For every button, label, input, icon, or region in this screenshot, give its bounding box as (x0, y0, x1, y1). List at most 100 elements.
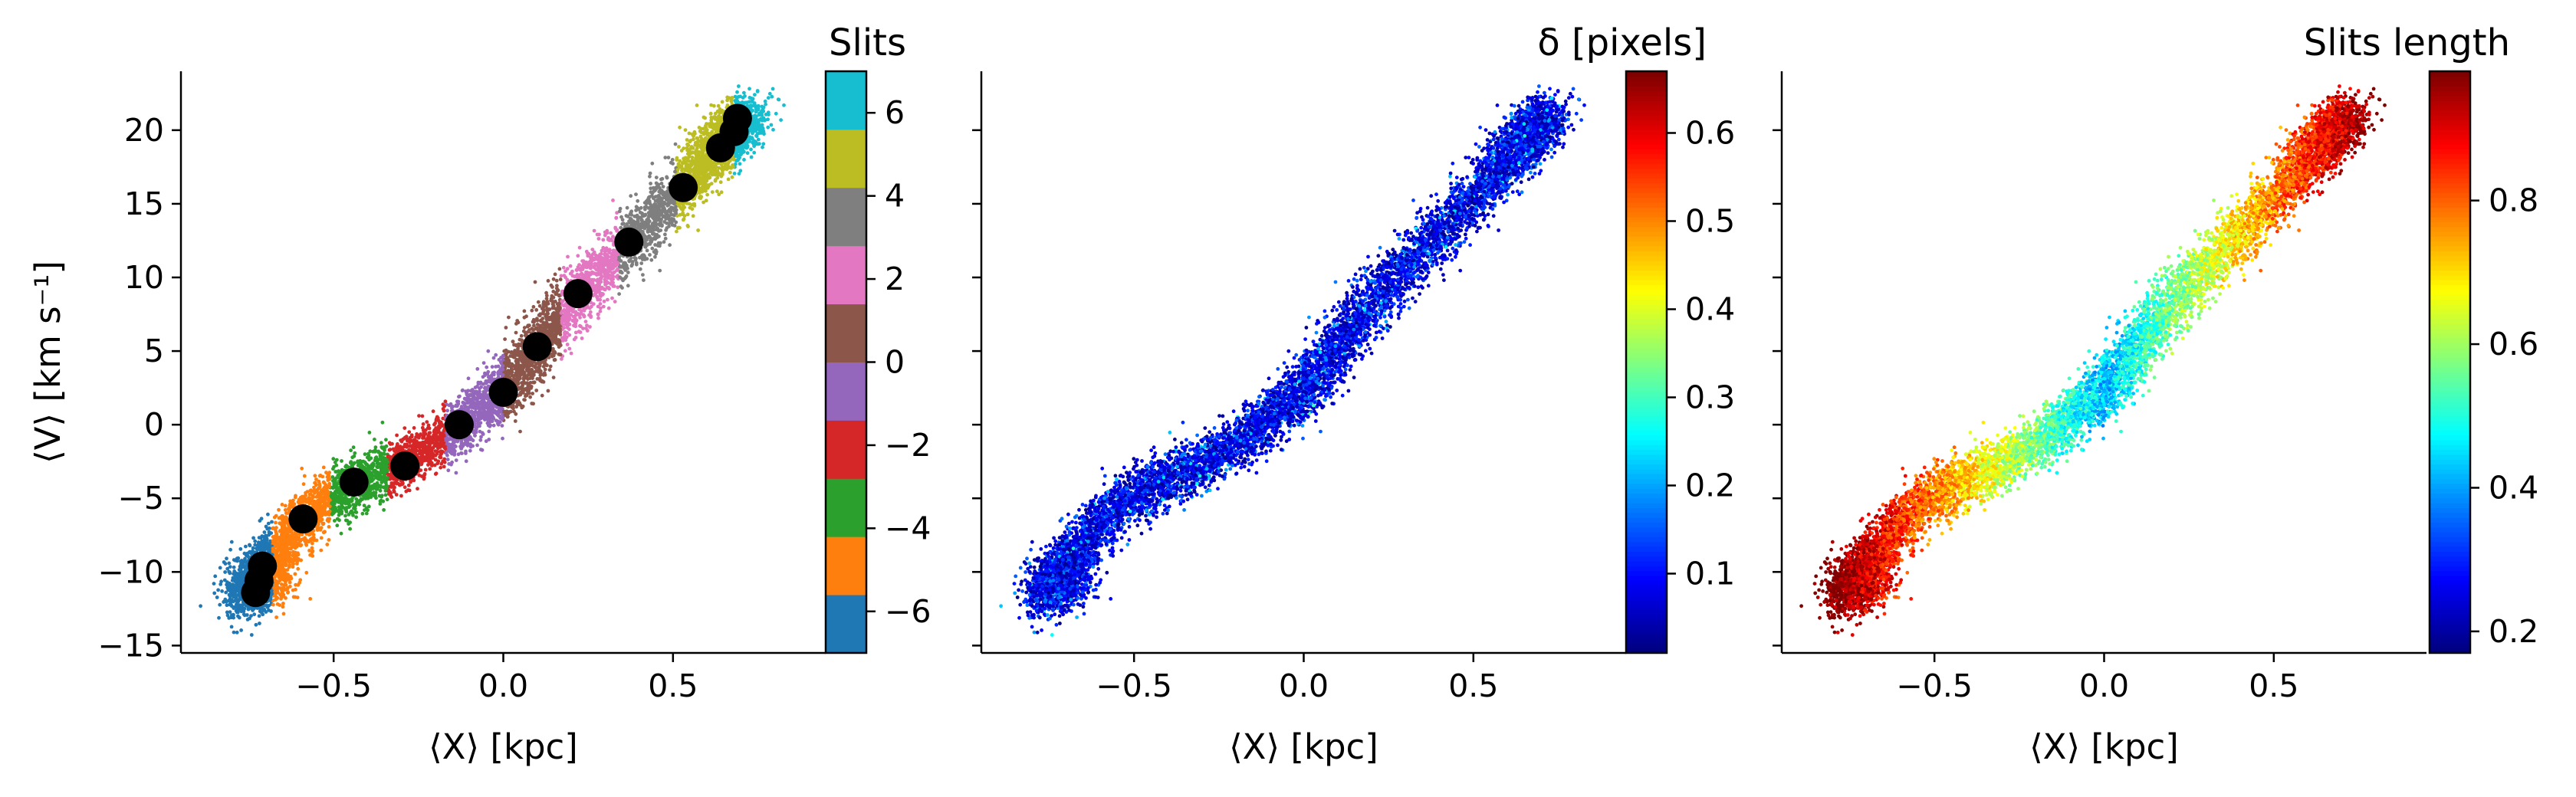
scatter-point (330, 475, 334, 479)
scatter-point (620, 286, 624, 290)
scatter-point (310, 554, 314, 558)
scatter-point (753, 93, 757, 97)
scatter-point (425, 420, 429, 424)
scatter-point (219, 566, 222, 570)
scatter-point (478, 438, 482, 442)
scatter-point (255, 623, 258, 627)
scatter-point (382, 508, 386, 512)
scatter-point (322, 466, 326, 470)
scatter-point (467, 376, 471, 380)
scatter-point (266, 513, 270, 517)
scatter-point (520, 334, 524, 338)
scatter-point (350, 455, 354, 459)
scatter-point (655, 250, 659, 254)
scatter-point (252, 612, 256, 616)
scatter-point (340, 459, 343, 463)
scatter-point (664, 237, 668, 241)
scatter-point (494, 365, 498, 369)
scatter-point (475, 444, 479, 448)
scatter-point (352, 445, 356, 449)
scatter-point (721, 100, 724, 104)
scatter-point (742, 158, 746, 162)
scatter-point (566, 343, 570, 346)
scatter-point (372, 490, 376, 494)
scatter-point (445, 408, 449, 412)
scatter-point (761, 146, 764, 149)
scatter-point (649, 182, 652, 185)
scatter-point (630, 263, 634, 267)
scatter-point (299, 559, 303, 562)
scatter-point (534, 389, 538, 392)
scatter-point (320, 536, 324, 540)
scatter-point (395, 493, 399, 497)
scatter-point (613, 284, 616, 288)
scatter-point (281, 602, 285, 605)
scatter-point (634, 192, 638, 196)
scatter-point (416, 487, 419, 490)
scatter-point (728, 171, 732, 175)
scatter-point (412, 426, 416, 430)
scatter-point (610, 297, 614, 300)
scatter-point (386, 497, 389, 501)
scatter-point (232, 566, 236, 569)
scatter-point (215, 595, 219, 599)
scatter-point (325, 543, 329, 546)
scatter-point (314, 474, 317, 477)
scatter-cloud (199, 84, 786, 637)
scatter-point (609, 231, 613, 235)
scatter-point (501, 424, 504, 428)
scatter-point (242, 612, 246, 616)
scatter-point (655, 175, 659, 179)
scatter-point (695, 103, 699, 107)
scatter-point (486, 370, 490, 374)
scatter-point (300, 543, 304, 547)
scatter-point (260, 517, 264, 520)
scatter-point (407, 484, 411, 487)
scatter-point (544, 373, 547, 377)
scatter-point (379, 502, 383, 506)
scatter-point (251, 536, 255, 540)
scatter-point (347, 513, 351, 517)
scatter-point (685, 138, 689, 142)
scatter-point (399, 494, 403, 498)
scatter-point (748, 87, 751, 90)
scatter-point (616, 285, 619, 289)
scatter-point (675, 230, 678, 234)
scatter-point (629, 194, 632, 198)
scatter-point (403, 485, 407, 489)
scatter-point (514, 331, 518, 335)
scatter-point (354, 497, 358, 501)
scatter-point (567, 333, 571, 337)
scatter-point (684, 128, 688, 132)
scatter-point (555, 279, 559, 283)
scatter-point (271, 603, 275, 607)
scatter-point (337, 518, 341, 522)
scatter-point (696, 228, 700, 232)
scatter-point (540, 394, 544, 398)
scatter-point (782, 103, 786, 107)
scatter-point (340, 532, 343, 536)
scatter-point (715, 189, 719, 193)
scatter-point (578, 246, 582, 250)
scatter-point (596, 313, 600, 317)
scatter-point (213, 575, 217, 579)
scatter-point (232, 631, 236, 635)
scatter-point (374, 496, 378, 500)
scatter-point (443, 461, 447, 464)
scatter-point (552, 277, 556, 281)
scatter-point (402, 426, 406, 430)
scatter-point (767, 96, 770, 100)
scatter-point (717, 104, 721, 108)
scatter-point (686, 212, 690, 216)
scatter-point (534, 280, 537, 284)
scatter-point (303, 474, 307, 478)
scatter-point (611, 198, 615, 202)
scatter-point (514, 412, 518, 416)
scatter-point (300, 467, 304, 471)
scatter-point (349, 448, 353, 452)
scatter-point (639, 261, 643, 265)
scatter-point (530, 402, 534, 405)
scatter-point (270, 520, 274, 524)
scatter-point (626, 284, 630, 287)
